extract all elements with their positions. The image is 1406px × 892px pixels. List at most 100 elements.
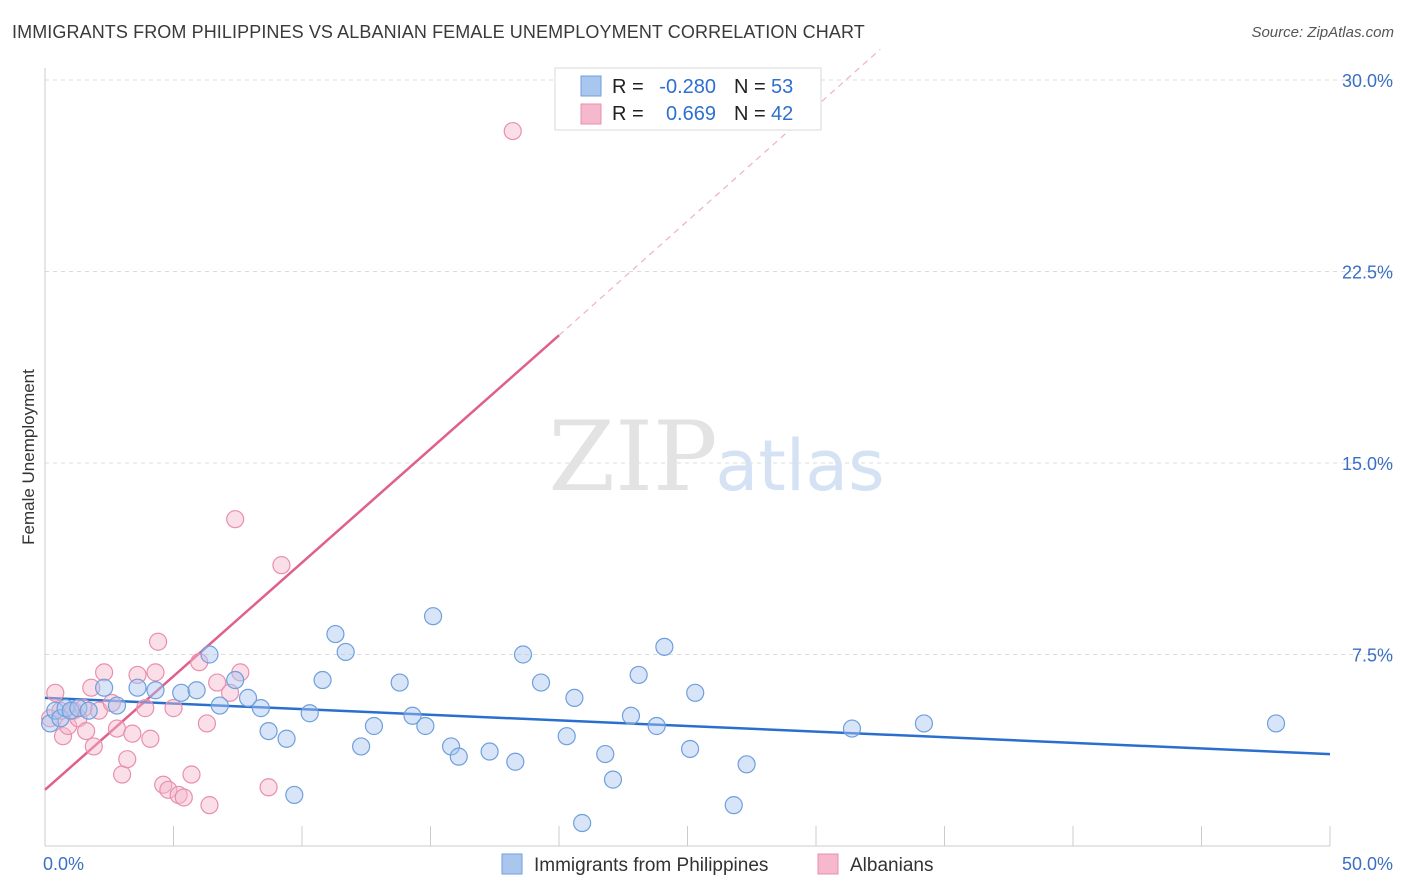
- philippines-point: [449, 747, 468, 766]
- albanians-point: [226, 510, 245, 529]
- philippines-point: [655, 637, 674, 656]
- philippines-point: [300, 704, 319, 723]
- albanians-point: [197, 714, 217, 733]
- philippines-point: [603, 770, 623, 789]
- philippines-point: [914, 714, 934, 733]
- watermark-atlas: atlas: [715, 425, 884, 507]
- albanians-point: [148, 632, 168, 651]
- philippines-point: [596, 744, 615, 764]
- philippines-point: [416, 716, 435, 736]
- bottom-legend-swatch-albanians: [817, 853, 839, 875]
- philippines-point: [238, 688, 258, 708]
- legend-r-label-2: R =: [612, 103, 644, 125]
- albanians-point: [208, 673, 227, 692]
- philippines-point: [277, 729, 296, 748]
- albanians-trend-line: [44, 334, 560, 791]
- albanians-point: [272, 556, 291, 575]
- albanians-point: [259, 778, 278, 797]
- albanians-point: [136, 699, 155, 718]
- axes: [44, 68, 1331, 847]
- philippines-point: [647, 716, 666, 736]
- philippines-point: [390, 673, 409, 692]
- x-tick-label: 50.0%: [1342, 854, 1393, 874]
- philippines-point: [95, 678, 114, 697]
- philippines-point: [441, 737, 461, 756]
- legend-swatch-albanians: [580, 103, 602, 125]
- philippines-point: [364, 716, 384, 736]
- philippines-point: [79, 701, 98, 720]
- legend-swatch-philippines: [580, 75, 602, 97]
- philippines-point: [107, 696, 127, 715]
- philippines-point: [557, 727, 576, 746]
- philippines-point: [210, 696, 229, 715]
- albanians-trend-extension: [558, 48, 881, 336]
- albanians-point: [118, 750, 137, 769]
- legend-n-value-1: 53: [771, 76, 793, 98]
- philippines-point: [506, 752, 525, 771]
- philippines-trend: [44, 696, 1331, 756]
- philippines-point: [226, 670, 245, 690]
- philippines-point: [842, 719, 862, 738]
- source-label: Source: ZipAtlas.com: [1251, 24, 1394, 41]
- albanians-point: [128, 665, 147, 685]
- albanians-point: [190, 653, 209, 672]
- albanians-points: [41, 121, 522, 815]
- albanians-point: [159, 780, 178, 799]
- albanians-point: [107, 719, 127, 738]
- correlation-legend: R = -0.280 N = 53 R = 0.669 N = 42: [554, 67, 822, 131]
- albanians-point: [141, 729, 160, 748]
- y-tick-label: 15.0%: [1342, 454, 1393, 474]
- legend-n-label-2: N =: [734, 103, 766, 125]
- albanians-point: [503, 121, 522, 141]
- philippines-point: [313, 670, 332, 690]
- albanians-point: [169, 785, 188, 805]
- y-tick-label: 22.5%: [1342, 263, 1393, 283]
- philippines-point: [531, 673, 551, 692]
- albanians-point: [182, 765, 201, 784]
- albanians-point: [154, 775, 173, 794]
- philippines-point: [128, 678, 147, 697]
- watermark: ZIP atlas: [548, 401, 884, 513]
- y-tick-labels: 7.5% 15.0% 22.5% 30.0%: [1342, 71, 1393, 666]
- legend-r-value-2: 0.669: [666, 103, 716, 125]
- albanians-trend: [44, 48, 881, 791]
- legend-r-label-1: R =: [612, 76, 644, 98]
- philippines-point: [686, 683, 705, 702]
- albanians-point: [102, 693, 121, 713]
- albanians-point: [53, 727, 73, 746]
- legend-r-value-1: -0.280: [659, 76, 716, 98]
- philippines-point: [724, 796, 743, 815]
- philippines-point: [172, 683, 191, 702]
- albanians-point: [46, 683, 65, 702]
- series-legend: Immigrants from Philippines Albanians: [501, 853, 933, 876]
- philippines-point: [403, 706, 422, 725]
- albanians-point: [146, 663, 165, 682]
- x-tick-labels: 0.0% 50.0%: [43, 854, 1393, 874]
- philippines-point: [146, 681, 165, 700]
- watermark-zip: ZIP: [548, 401, 717, 513]
- y-axis-title: Female Unemployment: [19, 369, 38, 545]
- albanians-point: [77, 721, 96, 741]
- y-tick-label: 30.0%: [1342, 71, 1393, 91]
- chart-title: IMMIGRANTS FROM PHILIPPINES VS ALBANIAN …: [12, 22, 865, 42]
- albanians-point: [123, 724, 142, 743]
- philippines-point: [573, 813, 592, 833]
- philippines-point: [56, 699, 75, 718]
- philippines-point: [565, 688, 584, 708]
- philippines-points: [41, 607, 1286, 833]
- philippines-point: [251, 699, 270, 718]
- philippines-point: [285, 785, 304, 805]
- philippines-point: [352, 737, 371, 756]
- grid-lines: [45, 79, 1393, 655]
- legend-n-label-1: N =: [734, 76, 766, 98]
- philippines-point: [259, 721, 278, 741]
- y-tick-label: 7.5%: [1352, 646, 1393, 666]
- philippines-point: [187, 681, 206, 700]
- philippines-point: [336, 642, 355, 662]
- philippines-point: [51, 709, 70, 728]
- bottom-legend-label-philippines: Immigrants from Philippines: [534, 855, 768, 876]
- bottom-legend-swatch-philippines: [501, 853, 523, 875]
- philippines-point: [326, 624, 345, 644]
- philippines-point: [480, 742, 499, 761]
